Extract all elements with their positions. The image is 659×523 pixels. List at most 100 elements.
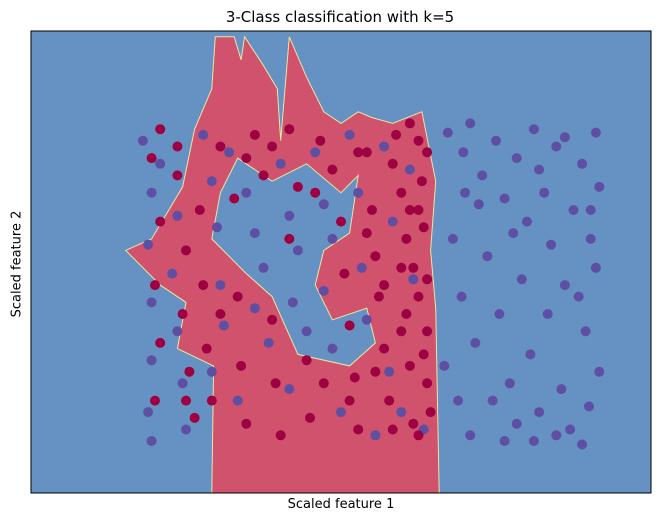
data-point-s1-53 [422,378,433,389]
data-point-s0-24 [494,309,505,319]
data-point-s0-55 [143,407,154,418]
data-point-s0-94 [408,274,419,285]
data-point-s0-59 [167,268,178,279]
data-point-s0-38 [499,436,510,446]
data-point-s0-74 [263,337,274,348]
data-point-s1-57 [413,291,424,302]
data-point-s1-70 [344,395,355,406]
data-point-s0-3 [477,170,488,181]
data-point-s0-62 [181,424,191,435]
data-point-s1-33 [344,320,355,331]
data-point-s1-0 [146,153,157,164]
data-point-s0-43 [439,360,450,371]
data-point-s1-73 [413,430,424,441]
data-point-s0-58 [172,210,183,221]
data-point-s0-41 [551,430,562,441]
data-point-s1-44 [401,233,412,244]
data-point-s0-7 [522,216,532,227]
data-point-s1-78 [370,366,381,377]
data-point-s0-68 [206,366,217,377]
series-0 [137,118,605,450]
data-point-s0-39 [511,418,522,429]
data-point-s1-2 [150,280,160,291]
data-point-s1-20 [249,129,260,140]
data-point-s0-32 [573,291,584,302]
data-point-s0-63 [198,129,209,140]
data-point-s1-74 [422,147,433,158]
data-point-s0-97 [284,384,295,395]
series-1 [146,118,436,441]
data-point-s1-15 [215,141,226,152]
data-point-s0-26 [516,274,527,285]
data-point-s0-65 [212,222,222,233]
data-point-s1-14 [206,395,217,406]
scatter-points [137,118,605,450]
data-point-s0-84 [327,343,338,354]
data-point-s0-82 [327,233,338,244]
data-point-s1-64 [310,187,321,198]
data-point-s1-17 [232,291,243,302]
data-point-s0-27 [525,349,536,360]
data-point-s0-66 [215,280,226,291]
data-point-s0-50 [137,135,148,146]
data-point-s1-69 [181,395,191,406]
data-point-s0-15 [580,326,591,337]
data-point-s1-75 [353,147,364,158]
data-point-s1-19 [241,418,252,429]
data-point-s0-49 [460,187,470,198]
data-point-s0-37 [487,395,498,406]
data-point-s0-42 [577,439,588,450]
data-point-s1-60 [387,158,398,169]
data-point-s0-48 [585,205,596,215]
data-point-s1-11 [194,205,205,215]
data-point-s0-33 [584,401,594,412]
data-point-s0-69 [224,147,235,158]
data-point-s0-61 [177,378,188,389]
data-point-s1-49 [416,176,427,187]
data-point-s0-22 [470,337,481,348]
data-point-s0-5 [499,193,510,204]
data-point-s1-13 [201,343,212,354]
data-point-s1-56 [408,262,419,273]
data-point-s0-56 [146,436,157,446]
data-point-s1-76 [267,141,278,152]
data-point-s1-47 [408,418,419,429]
data-point-s1-63 [361,228,372,239]
data-point-s1-54 [425,407,436,418]
data-point-s0-54 [146,355,157,366]
data-point-s0-10 [546,239,557,250]
data-point-s1-8 [177,309,188,319]
data-point-s1-10 [189,412,200,423]
data-point-s0-29 [542,309,553,319]
data-point-s0-79 [301,326,312,337]
data-point-s1-71 [318,378,329,389]
data-point-s0-73 [249,303,260,314]
data-point-s0-87 [356,262,367,273]
data-point-s0-57 [155,158,166,169]
data-point-s0-25 [504,378,515,389]
data-point-s1-28 [305,412,315,423]
data-point-s0-52 [143,239,154,250]
data-point-s1-24 [275,430,286,441]
data-point-s1-21 [258,170,269,181]
data-point-s0-78 [287,297,298,308]
data-point-s0-92 [396,407,407,418]
data-point-s0-9 [539,187,550,198]
data-point-s1-1 [155,216,166,227]
data-point-s0-47 [559,132,570,143]
data-point-s0-21 [456,291,467,302]
data-point-s0-12 [559,280,570,291]
data-point-s1-12 [198,280,209,291]
data-point-s1-59 [404,118,415,129]
data-point-s1-9 [184,366,195,377]
data-point-s1-48 [413,135,424,146]
data-point-s0-34 [590,262,601,273]
data-point-s0-46 [534,164,545,175]
data-point-s0-16 [585,233,596,244]
data-point-s1-50 [418,222,429,233]
data-point-s1-68 [172,141,183,152]
data-point-s1-37 [367,205,377,215]
data-point-s0-14 [577,158,588,169]
data-point-s1-22 [267,314,278,325]
data-point-s1-27 [301,355,312,366]
